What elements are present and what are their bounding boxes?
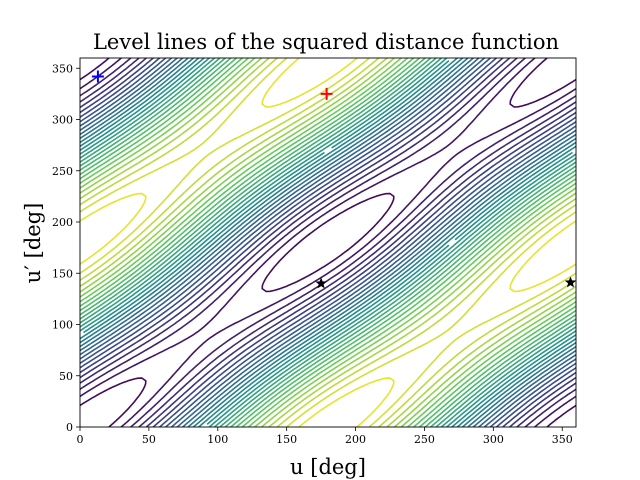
plot-frame — [79, 57, 577, 428]
contour-level — [80, 58, 576, 427]
contour-level — [80, 58, 576, 427]
x-tick-label: 100 — [207, 433, 228, 446]
contour-level — [80, 58, 576, 427]
x-tick-label: 300 — [483, 433, 504, 446]
x-tick-label: 200 — [345, 433, 366, 446]
contour-level — [80, 58, 576, 427]
y-tick-label: 150 — [52, 267, 73, 280]
y-tick-label: 50 — [59, 370, 73, 383]
y-tick-label: 0 — [66, 421, 73, 434]
x-axis: 0 50 100 150 200 250 300 350 — [77, 427, 573, 446]
marker-layer — [91, 70, 577, 289]
x-tick-label: 50 — [142, 433, 156, 446]
contour-level — [80, 58, 576, 427]
contour-level — [80, 58, 576, 427]
chart-title: Level lines of the squared distance func… — [93, 30, 559, 54]
x-tick-label: 250 — [414, 433, 435, 446]
y-axis: 0 50 100 150 200 250 300 350 — [52, 62, 80, 434]
y-tick-label: 300 — [52, 114, 73, 127]
contour-level — [80, 58, 576, 427]
contour-level — [80, 58, 576, 427]
minimum-marker — [91, 70, 104, 83]
contour-level — [80, 58, 576, 427]
contour-level — [80, 58, 576, 427]
contour-level — [80, 58, 576, 427]
y-tick-label: 350 — [52, 62, 73, 75]
contour-level — [80, 58, 576, 427]
contour-level — [80, 58, 576, 427]
x-tick-label: 350 — [552, 433, 573, 446]
contour-lines — [80, 58, 576, 427]
contour-level — [80, 58, 576, 427]
contour-level — [80, 58, 576, 427]
contour-level — [80, 58, 576, 427]
contour-level — [80, 58, 576, 427]
contour-level — [80, 58, 576, 427]
contour-level — [80, 58, 576, 427]
x-tick-label: 0 — [77, 433, 84, 446]
saddle-2-marker — [564, 276, 577, 288]
contour-level — [80, 58, 576, 427]
y-tick-label: 100 — [52, 319, 73, 332]
saddle-1-marker — [315, 277, 327, 289]
y-tick-label: 250 — [52, 165, 73, 178]
y-axis-label: u′ [deg] — [21, 203, 45, 284]
x-axis-label: u [deg] — [290, 455, 366, 479]
y-tick-label: 200 — [52, 216, 73, 229]
contour-level — [80, 58, 576, 427]
contour-level — [80, 58, 576, 427]
maximum-marker — [320, 87, 333, 100]
x-tick-label: 150 — [276, 433, 297, 446]
